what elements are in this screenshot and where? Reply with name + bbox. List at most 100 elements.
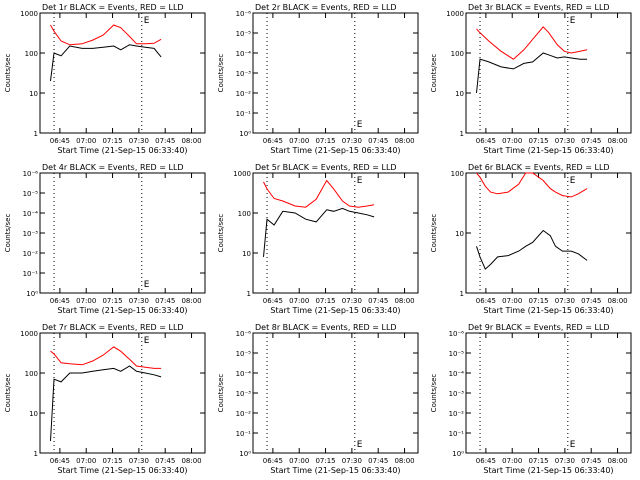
x-tick-label: 07:15 (102, 457, 122, 465)
y-axis-label: Counts/sec (430, 54, 438, 93)
x-tick-label: 07:00 (502, 137, 522, 145)
x-tick-label: 07:30 (555, 137, 575, 145)
x-tick-label: 07:45 (368, 457, 388, 465)
series-line-lld (50, 24, 162, 46)
y-tick-label: 10⁻² (236, 90, 252, 98)
y-tick-label: 10⁻⁶ (236, 10, 252, 18)
y-tick-label: 10⁻¹ (236, 110, 252, 118)
chart-panel-2: Det 2r BLACK = Events, RED = LLD 10⁰ 10⁻¹ 1… (217, 3, 419, 155)
y-tick-label: 1 (460, 130, 464, 138)
e-marker: E (357, 440, 363, 450)
y-tick-label: 10⁰ (239, 450, 251, 458)
chart-panel-9: Det 9r BLACK = Events, RED = LLD 10⁰ 10⁻¹ 1… (430, 323, 632, 475)
x-axis-label: Start Time (21-Sep-15 06:33:40) (270, 306, 400, 315)
x-tick-label: 08:00 (607, 457, 627, 465)
y-tick-label: 10 (455, 230, 464, 238)
y-tick-label: 10⁻² (23, 250, 39, 258)
e-marker: E (144, 280, 150, 290)
y-tick-label: 10⁻² (449, 410, 465, 418)
x-tick-label: 06:45 (50, 137, 70, 145)
x-tick-label: 08:00 (394, 137, 414, 145)
series-line-events (50, 365, 162, 442)
x-tick-label: 07:00 (289, 137, 309, 145)
x-tick-label: 07:45 (155, 457, 175, 465)
x-tick-label: 07:00 (76, 137, 96, 145)
x-tick-label: 07:30 (129, 137, 149, 145)
x-tick-label: 06:45 (263, 297, 283, 305)
y-tick-label: 10⁻¹ (236, 430, 252, 438)
x-tick-label: 07:45 (368, 297, 388, 305)
x-tick-label: 06:45 (476, 457, 496, 465)
x-tick-label: 07:15 (315, 297, 335, 305)
x-tick-label: 07:30 (342, 297, 362, 305)
y-tick-label: 10⁻⁴ (236, 370, 252, 378)
x-tick-label: 06:45 (476, 297, 496, 305)
plot-frame (39, 12, 206, 134)
y-tick-label: 10⁻³ (449, 390, 465, 398)
e-marker: E (570, 176, 576, 186)
series-line-lld (50, 346, 162, 369)
x-axis-label: Start Time (21-Sep-15 06:33:40) (270, 466, 400, 475)
y-tick-label: 10⁻⁵ (236, 30, 252, 38)
x-tick-label: 08:00 (181, 457, 201, 465)
plot-frame (252, 172, 419, 294)
chart-title: Det 9r BLACK = Events, RED = LLD (468, 323, 610, 332)
y-tick-label: 10⁻³ (236, 70, 252, 78)
y-tick-label: 10⁰ (452, 450, 464, 458)
y-tick-label: 10⁻⁴ (449, 370, 465, 378)
x-tick-label: 07:30 (555, 297, 575, 305)
x-tick-label: 07:30 (129, 457, 149, 465)
y-tick-label: 10⁻⁶ (236, 330, 252, 338)
y-tick-label: 1000 (20, 10, 38, 18)
x-tick-label: 07:30 (342, 137, 362, 145)
chart-title: Det 7r BLACK = Events, RED = LLD (42, 323, 184, 332)
y-axis-label: Counts/sec (4, 54, 12, 93)
chart-title: Det 1r BLACK = Events, RED = LLD (42, 3, 184, 12)
x-axis-label: Start Time (21-Sep-15 06:33:40) (57, 306, 187, 315)
y-tick-label: 100 (25, 50, 38, 58)
chart-panel-6: Det 6r BLACK = Events, RED = LLD 1 10 100 06… (430, 163, 632, 315)
chart-title: Det 3r BLACK = Events, RED = LLD (468, 3, 610, 12)
plot-frame (465, 12, 632, 134)
x-tick-label: 07:45 (581, 137, 601, 145)
y-tick-label: 10 (242, 250, 251, 258)
y-tick-label: 1000 (446, 10, 464, 18)
x-tick-label: 06:45 (263, 457, 283, 465)
y-tick-label: 10⁻¹ (449, 430, 465, 438)
y-tick-label: 10⁻² (236, 410, 252, 418)
e-marker: E (570, 16, 576, 26)
x-tick-label: 07:45 (368, 137, 388, 145)
x-axis-label: Start Time (21-Sep-15 06:33:40) (57, 146, 187, 155)
plot-frame (252, 332, 419, 454)
y-axis-label: Counts/sec (4, 374, 12, 413)
y-tick-label: 10⁻³ (23, 230, 39, 238)
y-tick-label: 10⁰ (239, 130, 251, 138)
x-tick-label: 07:45 (155, 137, 175, 145)
y-tick-label: 10⁻¹ (23, 270, 39, 278)
y-tick-label: 10⁻⁴ (23, 210, 39, 218)
y-tick-label: 10⁻³ (236, 390, 252, 398)
chart-panel-8: Det 8r BLACK = Events, RED = LLD 10⁰ 10⁻¹ 1… (217, 323, 419, 475)
x-tick-label: 07:00 (289, 457, 309, 465)
y-tick-label: 100 (451, 50, 464, 58)
x-axis-label: Start Time (21-Sep-15 06:33:40) (483, 306, 613, 315)
y-axis-label: Counts/sec (430, 374, 438, 413)
series-line-events (263, 207, 375, 257)
x-tick-label: 08:00 (394, 457, 414, 465)
x-tick-label: 08:00 (607, 297, 627, 305)
x-tick-label: 06:45 (263, 137, 283, 145)
x-tick-label: 08:00 (394, 297, 414, 305)
x-tick-label: 07:30 (129, 297, 149, 305)
x-tick-label: 07:15 (102, 137, 122, 145)
chart-panel-7: Det 7r BLACK = Events, RED = LLD 1 10 100 10… (4, 323, 206, 475)
y-tick-label: 10⁻⁴ (236, 50, 252, 58)
y-tick-label: 1000 (233, 170, 251, 178)
series-line-events (476, 229, 588, 270)
x-tick-label: 06:45 (476, 137, 496, 145)
chart-title: Det 2r BLACK = Events, RED = LLD (255, 3, 397, 12)
x-tick-label: 08:00 (181, 297, 201, 305)
y-tick-label: 10 (29, 410, 38, 418)
e-marker: E (144, 336, 150, 346)
plot-frame (465, 332, 632, 454)
y-tick-label: 100 (238, 210, 251, 218)
